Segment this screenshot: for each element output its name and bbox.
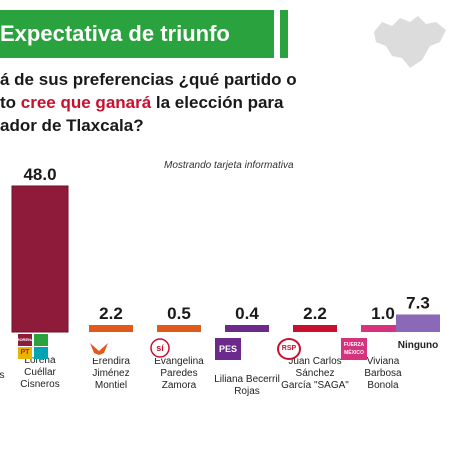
rsp-logo-icon-text: RSP	[281, 345, 297, 352]
candidate-label-2: Evangelina Paredes Zamora	[139, 356, 219, 392]
value-label-0: 48.0	[23, 165, 56, 184]
candidate-label-line: Jiménez	[92, 368, 130, 379]
green-party-logo-icon	[34, 334, 48, 346]
fuerza-mexico-logo-icon: FUERZA MÉXICO	[341, 338, 367, 360]
fuerza-mexico-logo-icon-text: MÉXICO	[344, 350, 364, 356]
bar-1	[89, 325, 133, 332]
morena-logo-icon-text: MORENA	[16, 337, 34, 342]
bar-3	[225, 325, 269, 332]
eagle-icon	[90, 343, 108, 355]
chart-note: Mostrando tarjeta informativa	[164, 160, 294, 171]
question-line-2-c: la elección para	[151, 93, 284, 112]
candidate-label-line: Rojas	[234, 386, 260, 397]
pes-logo-icon-text: PES	[218, 344, 237, 354]
candidate-label-line: Cisneros	[20, 379, 60, 390]
value-label-5: 1.0	[371, 304, 395, 323]
candidate-label-line: García "SAGA"	[281, 380, 349, 391]
movimiento-ciudadano-logo-icon	[88, 338, 110, 358]
value-label-6: 7.3	[406, 293, 430, 312]
candidate-label-0: Lorena Cuéllar Cisneros	[0, 355, 80, 391]
value-label-1: 2.2	[99, 304, 123, 323]
question-line-1: á de sus preferencias ¿qué partido o	[0, 70, 297, 89]
svg-text:sí: sí	[156, 343, 164, 353]
title-banner	[0, 10, 288, 58]
rsp-logo-icon: RSP	[277, 338, 301, 360]
morena-logo-icon: MORENA	[16, 334, 34, 346]
candidate-label-5: Viviana Barbosa Bonola	[343, 356, 423, 392]
si-party-logo-icon: sí	[149, 338, 171, 358]
pt-logo-icon: PT	[18, 347, 32, 359]
bar-0	[11, 185, 69, 333]
nueva-alianza-logo-icon	[34, 347, 48, 359]
question-line-3: ador de Tlaxcala?	[0, 116, 144, 135]
candidate-label-line: Eréndira	[92, 356, 130, 367]
candidate-label-line: Sánchez	[295, 368, 335, 379]
candidate-label-line: Montiel	[94, 380, 128, 391]
candidate-label-line: Evangelina	[154, 356, 204, 367]
si-logo-icon: sí	[150, 338, 170, 358]
pt-logo-icon-text: PT	[20, 349, 30, 356]
candidate-label-line: Juan Carlos	[288, 356, 342, 367]
value-label-3: 0.4	[235, 304, 259, 323]
cut-off-label: s	[0, 370, 5, 381]
candidate-label-line: Ninguno	[397, 340, 439, 351]
tlaxcala-map-icon	[374, 16, 446, 68]
candidate-label-line: Viviana	[366, 356, 400, 367]
candidate-label-4: Juan Carlos Sánchez García "SAGA"	[275, 356, 355, 392]
candidate-label-1: Eréndira Jiménez Montiel	[71, 356, 151, 392]
fuerza-mexico-logo-icon-text: FUERZA	[343, 342, 365, 348]
value-label-2: 0.5	[167, 304, 191, 323]
candidate-label-6: Ninguno	[378, 340, 450, 352]
value-label-4: 2.2	[303, 304, 327, 323]
bar-2	[157, 325, 201, 332]
question-highlight: cree que ganará	[20, 93, 152, 112]
candidate-label-line: Liliana Becerril	[214, 374, 280, 385]
bar-4	[293, 325, 337, 332]
candidate-label-line: Bonola	[367, 380, 399, 391]
question-text: á de sus preferencias ¿qué partido o to …	[0, 68, 440, 137]
question-line-2: to cree que ganará la elección para	[0, 91, 440, 114]
candidate-label-line: Lorena	[24, 355, 56, 366]
candidate-label-3: Liliana Becerril Rojas	[207, 374, 287, 398]
candidate-label-line: Barbosa	[364, 368, 402, 379]
question-line-2-a: to	[0, 93, 21, 112]
page-title: Expectativa de triunfo	[0, 21, 230, 46]
bar-5	[361, 325, 405, 332]
pes-logo-icon: PES	[215, 338, 241, 360]
candidate-label-line: Zamora	[161, 380, 197, 391]
candidate-label-line: Cuéllar	[24, 367, 56, 378]
candidate-label-line: Paredes	[160, 368, 198, 379]
bar-6	[396, 314, 440, 332]
